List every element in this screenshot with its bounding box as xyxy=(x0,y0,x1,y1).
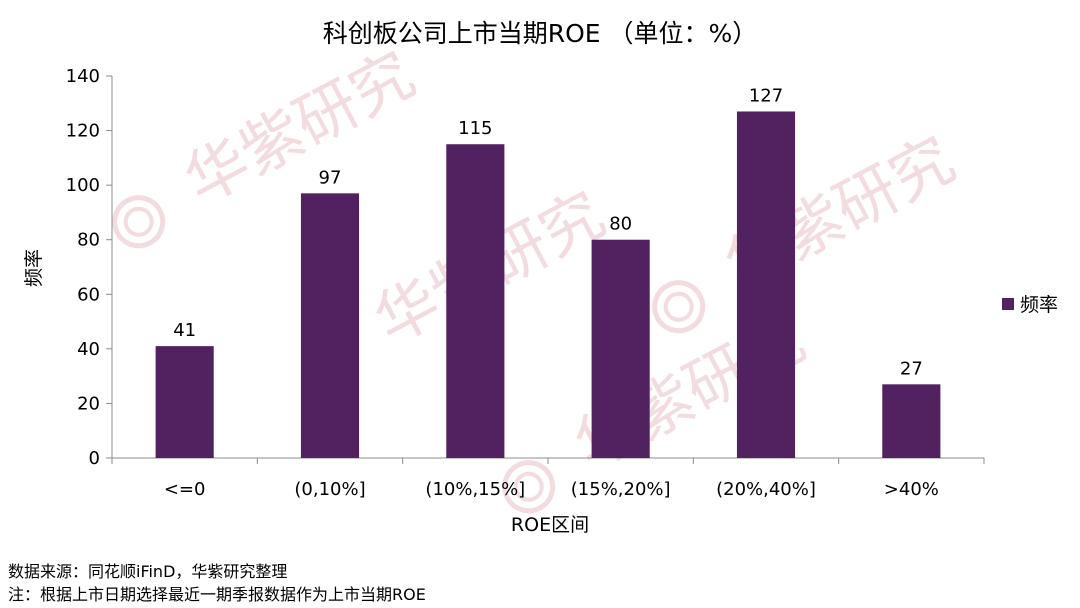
watermark: 华紫研究 xyxy=(652,122,966,334)
watermark: 华紫研究 xyxy=(112,37,426,249)
x-tick-label: (0,10%] xyxy=(294,479,365,500)
legend-label: 频率 xyxy=(1020,294,1058,316)
y-tick-label: 0 xyxy=(89,448,100,469)
data-label: 115 xyxy=(458,118,492,139)
watermark-logo-inner-icon xyxy=(663,291,694,322)
source-note: 数据来源：同花顺iFinD，华紫研究整理 xyxy=(8,562,288,581)
x-tick-label: <=0 xyxy=(164,479,206,500)
y-tick-label: 120 xyxy=(66,121,100,142)
y-axis-label: 频率 xyxy=(23,249,45,287)
watermark-logo-icon xyxy=(502,460,556,514)
watermark-logo-inner-icon xyxy=(513,471,544,502)
footnote: 注：根据上市日期选择最近一期季报数据作为上市当期ROE xyxy=(8,585,426,604)
y-tick-label: 140 xyxy=(66,66,100,87)
bar xyxy=(882,384,941,458)
watermark-logo-inner-icon xyxy=(123,206,154,237)
watermark-layer: 华紫研究华紫研究华紫研究华紫研究 xyxy=(112,37,966,514)
bar xyxy=(300,193,360,459)
legend-swatch xyxy=(1002,298,1014,310)
data-label: 27 xyxy=(900,358,923,379)
y-tick-label: 40 xyxy=(77,339,100,360)
watermark-text: 华紫研究 xyxy=(173,37,426,218)
x-tick-label: (15%,20%] xyxy=(571,479,671,500)
chart-title: 科创板公司上市当期ROE （单位：%） xyxy=(323,19,758,48)
legend: 频率 xyxy=(1002,294,1058,316)
x-tick-label: (10%,15%] xyxy=(425,479,525,500)
y-tick-label: 80 xyxy=(77,230,100,251)
data-label: 97 xyxy=(319,167,342,188)
x-axis: <=0 (0,10%] (10%,15%] (15%,20%] (20%,40%] >40… xyxy=(111,457,985,500)
data-label: 80 xyxy=(609,214,632,235)
y-tick-label: 60 xyxy=(77,284,100,305)
y-tick-label: 100 xyxy=(66,175,100,196)
bar xyxy=(736,111,796,458)
x-tick-label: >40% xyxy=(884,479,939,500)
bar-series: 41 97 115 80 127 27 xyxy=(155,85,941,459)
bar xyxy=(591,239,650,458)
x-axis-label: ROE区间 xyxy=(511,514,589,536)
watermark-logo-icon xyxy=(112,195,166,249)
data-label: 41 xyxy=(173,320,196,341)
bar xyxy=(446,144,505,458)
y-axis: 0 20 40 60 80 100 120 140 xyxy=(66,66,113,469)
data-label: 127 xyxy=(749,85,783,106)
y-tick-label: 20 xyxy=(77,393,100,414)
x-tick-label: (20%,40%] xyxy=(716,479,816,500)
watermark-logo-icon xyxy=(652,280,706,334)
bar xyxy=(155,346,214,458)
